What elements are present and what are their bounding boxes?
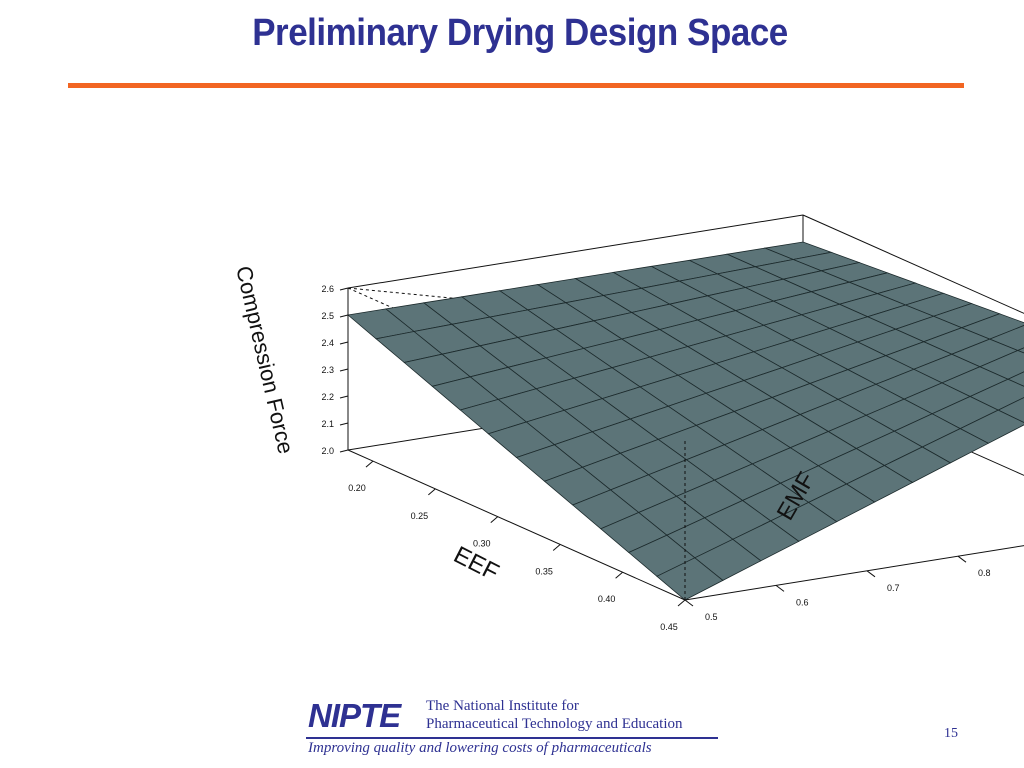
z-axis-title: Compression Force: [231, 264, 299, 457]
box-edge-back-top-left: [347, 214, 804, 289]
z-tick-label: 2.1: [321, 419, 334, 429]
z-tick-label: 2.3: [321, 365, 334, 375]
box-edge-back-top-right: [802, 214, 1024, 314]
institute-name-line1: The National Institute for: [426, 698, 579, 714]
x-tick-label: 0.30: [473, 539, 491, 549]
z-tick-mark: [339, 395, 349, 399]
x-axis-title: EEF: [449, 541, 503, 586]
x-tick-label: 0.35: [535, 566, 553, 576]
z-tick-mark: [339, 422, 349, 426]
logo-divider: [306, 737, 718, 739]
x-tick-label: 0.40: [598, 594, 616, 604]
z-tick-label: 2.2: [321, 392, 334, 402]
x-tick-mark: [615, 571, 623, 579]
y-tick-label: 0.5: [705, 612, 718, 622]
box-edge-right-bottom: [684, 545, 1024, 601]
y-tick-label: 0.7: [887, 583, 900, 593]
z-tick-label: 2.6: [321, 284, 334, 294]
nipte-logo: NIPTE The National Institute for Pharmac…: [306, 697, 718, 759]
y-tick-mark: [775, 585, 785, 592]
x-tick-label: 0.20: [348, 483, 366, 493]
x-tick-label: 0.45: [660, 622, 678, 632]
x-tick-mark: [677, 599, 686, 607]
y-tick-mark: [957, 555, 967, 563]
x-tick-mark: [552, 544, 561, 551]
z-tick-label: 2.4: [321, 338, 334, 348]
z-tick-label: 2.0: [321, 446, 334, 456]
slide-title: Preliminary Drying Design Space: [252, 12, 788, 54]
z-tick-mark: [339, 341, 349, 345]
x-tick-mark: [490, 516, 499, 524]
box-edge-front-bottom: [347, 449, 686, 601]
z-tick-mark: [339, 368, 349, 372]
z-tick-label: 2.5: [321, 311, 334, 321]
z-tick-mark: [339, 449, 349, 453]
x-tick-mark: [365, 460, 374, 468]
y-tick-label: 0.6: [796, 597, 809, 607]
surface-facet: [1007, 371, 1024, 387]
y-tick-label: 0.8: [978, 568, 991, 578]
z-tick-mark: [339, 314, 349, 318]
x-tick-mark: [428, 488, 436, 496]
y-tick-mark: [684, 599, 694, 607]
title-rule: [68, 83, 964, 88]
tagline: Improving quality and lowering costs of …: [308, 740, 652, 756]
z-tick-mark: [339, 287, 349, 291]
y-tick-mark: [866, 570, 876, 578]
x-tick-label: 0.25: [411, 511, 429, 521]
page-number: 15: [944, 726, 958, 741]
institute-name-line2: Pharmaceutical Technology and Education: [426, 716, 683, 732]
surface-facet: [656, 557, 724, 601]
nipte-wordmark: NIPTE: [308, 697, 401, 734]
surface-facet: [1016, 347, 1024, 354]
